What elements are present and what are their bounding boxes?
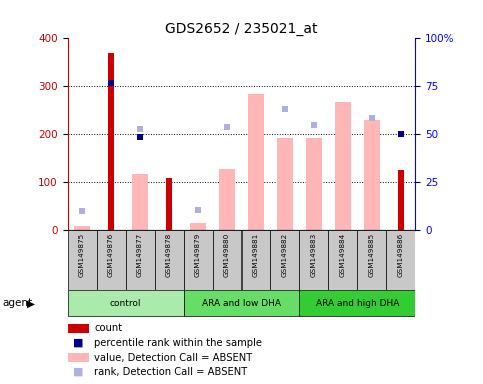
Bar <box>299 290 415 316</box>
Text: count: count <box>94 323 122 333</box>
Text: GSM149878: GSM149878 <box>166 233 172 277</box>
Bar <box>277 138 293 230</box>
Bar <box>97 230 126 290</box>
Bar <box>132 174 148 230</box>
Bar <box>213 230 242 290</box>
Text: GSM149875: GSM149875 <box>79 233 85 277</box>
Bar <box>328 230 357 290</box>
Bar <box>126 230 155 290</box>
Bar <box>219 169 235 230</box>
Bar <box>386 230 415 290</box>
Bar <box>357 230 386 290</box>
Text: GSM149886: GSM149886 <box>398 233 404 277</box>
Text: ▶: ▶ <box>27 298 35 308</box>
Bar <box>398 170 404 230</box>
Bar <box>190 223 206 230</box>
Bar <box>270 230 299 290</box>
Text: ■: ■ <box>73 338 84 348</box>
Bar <box>68 290 184 316</box>
Text: ARA and high DHA: ARA and high DHA <box>316 299 399 308</box>
Bar <box>306 138 322 230</box>
Bar <box>74 225 90 230</box>
Text: percentile rank within the sample: percentile rank within the sample <box>94 338 262 348</box>
Text: ■: ■ <box>73 367 84 377</box>
Text: GSM149881: GSM149881 <box>253 233 259 277</box>
Text: GSM149877: GSM149877 <box>137 233 143 277</box>
Text: value, Detection Call = ABSENT: value, Detection Call = ABSENT <box>94 353 253 362</box>
Bar <box>184 290 299 316</box>
Bar <box>364 120 380 230</box>
Bar <box>155 230 184 290</box>
Bar <box>108 53 114 230</box>
Text: GSM149884: GSM149884 <box>340 233 346 277</box>
Text: control: control <box>110 299 142 308</box>
Text: GSM149885: GSM149885 <box>369 233 375 277</box>
Text: ARA and low DHA: ARA and low DHA <box>202 299 281 308</box>
Text: GSM149883: GSM149883 <box>311 233 317 277</box>
Bar <box>299 230 328 290</box>
Text: GSM149882: GSM149882 <box>282 233 288 277</box>
Bar <box>68 230 97 290</box>
Bar <box>184 230 213 290</box>
Text: GSM149879: GSM149879 <box>195 233 201 277</box>
Text: GSM149880: GSM149880 <box>224 233 230 277</box>
Bar <box>166 177 172 230</box>
Title: GDS2652 / 235021_at: GDS2652 / 235021_at <box>165 22 318 36</box>
Bar <box>242 230 270 290</box>
Bar <box>248 94 264 230</box>
Bar <box>335 102 351 230</box>
Text: agent: agent <box>2 298 32 308</box>
Text: GSM149876: GSM149876 <box>108 233 114 277</box>
Text: rank, Detection Call = ABSENT: rank, Detection Call = ABSENT <box>94 367 247 377</box>
